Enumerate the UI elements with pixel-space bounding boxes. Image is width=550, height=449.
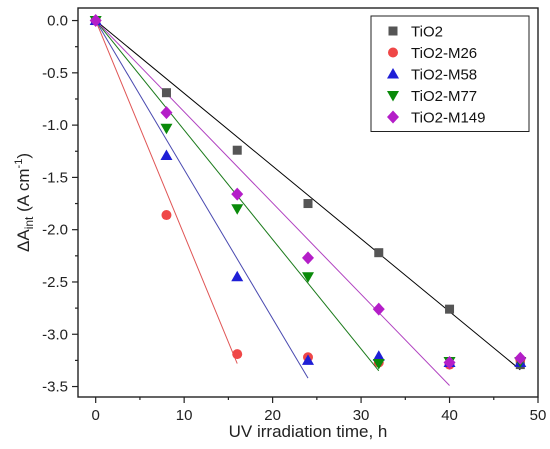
plot-frame	[77, 7, 539, 398]
y-axis-title-subscript: int	[22, 216, 36, 229]
y-axis-title-units: (A cm	[14, 168, 33, 216]
data-point-s4-p5	[443, 355, 456, 369]
data-point-s0-p3	[303, 199, 313, 209]
x-tick-label-5: 50	[530, 407, 547, 424]
data-point-s0-p5	[445, 304, 455, 314]
legend-marker-4	[387, 110, 399, 124]
legend-marker-1	[388, 47, 398, 58]
data-point-s2-p2	[231, 270, 244, 282]
axes-layer: 0 10 20 30 40 50 0.0 -0.5 -1.0 -1.5 -2.0 -2.5 -3.0 -3…	[13, 7, 547, 441]
data-point-s1-p1	[161, 210, 172, 221]
x-tick-label-3: 30	[353, 407, 370, 424]
y-axis-title: ΔAint (A cm-1)	[13, 153, 36, 252]
y-tick-label-7: -3.5	[42, 379, 68, 396]
y-tick-label-4: -2.0	[42, 222, 68, 239]
data-point-s0-p1	[161, 88, 171, 98]
x-tick-label-1: 10	[176, 407, 193, 424]
data-point-s4-p3	[302, 251, 314, 265]
data-point-s3-p2	[231, 204, 244, 215]
y-tick-label-0: 0.0	[47, 13, 68, 30]
legend-marker-0	[388, 26, 398, 36]
legend-marker-3	[387, 91, 399, 102]
data-point-s2-p4	[372, 350, 385, 361]
y-axis-title-symbol: ΔA	[14, 229, 33, 252]
data-point-s1-p2	[232, 349, 243, 360]
x-tick-label-4: 40	[441, 407, 458, 424]
data-point-s4-p6	[514, 351, 527, 365]
fit-line-4	[95, 20, 450, 386]
fit-line-2	[95, 20, 309, 379]
y-axis-title-superscript: -1	[13, 159, 25, 169]
data-point-s2-p1	[160, 149, 173, 160]
x-tick-label-2: 20	[264, 407, 281, 424]
fit-line-1	[95, 20, 238, 364]
data-point-s2-p3	[302, 354, 314, 365]
data-point-s4-p2	[231, 187, 244, 201]
x-axis-title: UV irradiation time, h	[229, 422, 388, 441]
data-points-layer	[89, 14, 527, 370]
y-tick-label-3: -1.5	[42, 169, 68, 186]
legend-label-4: TiO2-M149	[411, 110, 485, 127]
legend-marker-2	[387, 68, 399, 79]
legend-label-0: TiO2	[411, 24, 443, 41]
legend-label-3: TiO2-M77	[411, 88, 477, 105]
legend-label-1: TiO2-M26	[411, 45, 477, 62]
y-tick-label-5: -2.5	[42, 274, 68, 291]
data-point-s0-p2	[232, 145, 242, 155]
data-point-s3-p4	[372, 359, 385, 370]
data-point-s3-p1	[160, 123, 173, 135]
x-tick-label-0: 0	[92, 407, 100, 424]
legend: TiO2 TiO2-M26 TiO2-M58 TiO2-M77 TiO2-M149	[370, 15, 530, 132]
y-tick-label-2: -1.0	[42, 117, 68, 134]
data-point-s3-p3	[302, 272, 314, 283]
data-point-s0-p4	[374, 248, 384, 258]
y-tick-label-1: -0.5	[42, 65, 68, 82]
legend-label-2: TiO2-M58	[411, 67, 477, 84]
data-point-s4-p0	[89, 14, 102, 28]
y-tick-label-6: -3.0	[42, 326, 68, 343]
data-point-s4-p1	[160, 106, 173, 120]
data-point-s4-p4	[372, 302, 385, 316]
y-axis-title-close: )	[14, 153, 33, 159]
